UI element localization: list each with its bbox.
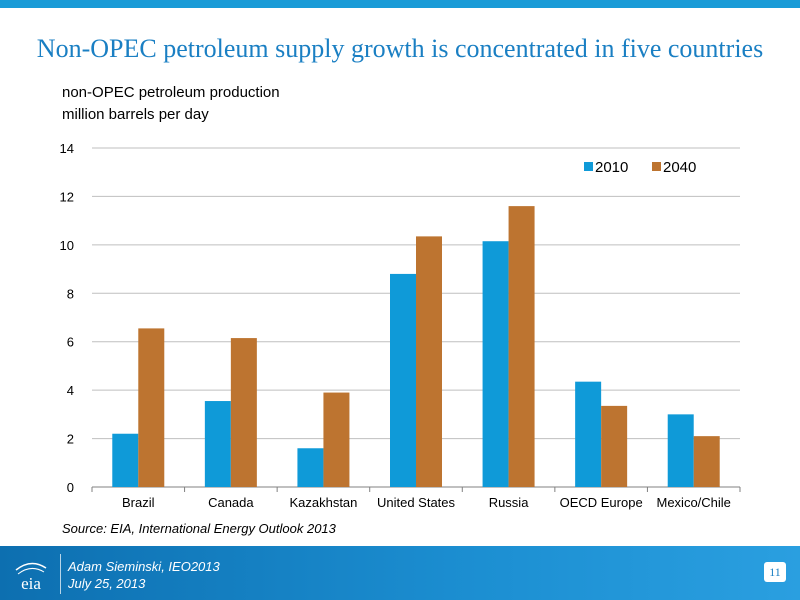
bar-chart: 0 2 4 6 8 10 12 14 Brazil Canada Kazakhstan United … bbox=[60, 141, 741, 510]
bar-2010 bbox=[390, 273, 416, 487]
x-tick-label: Russia bbox=[489, 495, 530, 510]
y-tick-label: 12 bbox=[60, 189, 74, 204]
x-tick-label: Mexico/Chile bbox=[657, 495, 731, 510]
top-accent-bar bbox=[0, 0, 800, 8]
footer-bar: eia Adam Sieminski, IEO2013 July 25, 201… bbox=[0, 546, 800, 600]
y-tick-label: 14 bbox=[60, 141, 74, 156]
y-tick-label: 8 bbox=[67, 286, 74, 301]
x-tick-label: United States bbox=[377, 495, 456, 510]
bar-2010 bbox=[667, 414, 694, 487]
bar-2010 bbox=[204, 401, 231, 487]
footer-divider bbox=[60, 554, 61, 594]
bar-2040 bbox=[508, 206, 535, 487]
y-tick-label: 2 bbox=[67, 432, 74, 447]
chart-subtitle-units: million barrels per day bbox=[62, 106, 209, 123]
footer-date: July 25, 2013 bbox=[68, 576, 146, 591]
source-note: Source: EIA, International Energy Outloo… bbox=[62, 521, 336, 536]
y-tick-label: 4 bbox=[67, 383, 74, 398]
bar-2040 bbox=[693, 436, 720, 487]
y-tick-label: 6 bbox=[67, 335, 74, 350]
chart-subtitle-production: non-OPEC petroleum production bbox=[62, 84, 280, 101]
x-tick-label: Canada bbox=[208, 495, 254, 510]
legend-swatch-2010 bbox=[584, 162, 593, 171]
bar-2010 bbox=[297, 448, 324, 487]
y-tick-label: 0 bbox=[67, 480, 74, 495]
bar-2040 bbox=[601, 405, 628, 487]
bar-2040 bbox=[323, 392, 350, 487]
bar-2040 bbox=[416, 236, 442, 487]
footer-author: Adam Sieminski, IEO2013 bbox=[68, 559, 220, 574]
bar-2040 bbox=[138, 328, 165, 487]
logo-text: eia bbox=[21, 574, 41, 593]
bar-2010 bbox=[482, 241, 509, 487]
slide-title: Non-OPEC petroleum supply growth is conc… bbox=[36, 34, 764, 63]
page-number: 11 bbox=[764, 562, 786, 582]
x-tick-label: Brazil bbox=[122, 495, 155, 510]
legend-swatch-2040 bbox=[652, 162, 661, 171]
legend-label-2040: 2040 bbox=[663, 159, 696, 176]
x-tick-label: Kazakhstan bbox=[289, 495, 357, 510]
eia-logo-icon: eia bbox=[15, 562, 47, 593]
bar-2040 bbox=[230, 338, 257, 487]
x-tick-label: OECD Europe bbox=[560, 495, 643, 510]
bar-2010 bbox=[575, 381, 602, 487]
y-tick-label: 10 bbox=[60, 238, 74, 253]
legend-label-2010: 2010 bbox=[595, 159, 628, 176]
bar-2010 bbox=[112, 433, 139, 487]
